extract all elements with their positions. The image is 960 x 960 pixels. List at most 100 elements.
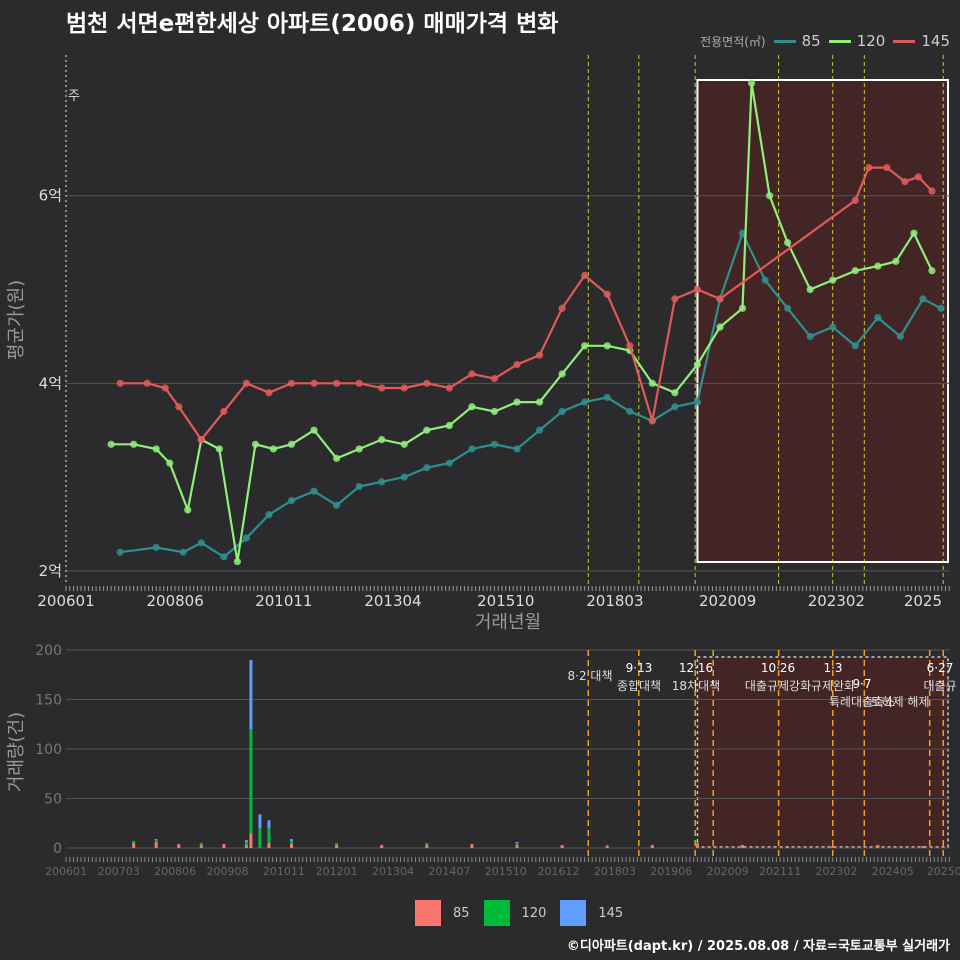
volume-bar-85 (560, 845, 564, 848)
upper-x-tick-label: 202009 (699, 592, 756, 610)
series-point-120 (166, 459, 174, 467)
series-point-120 (445, 421, 453, 430)
lower-x-tick-label: 200908 (206, 865, 248, 878)
series-point-120 (892, 257, 900, 265)
annotation-date-1: 9·13 (626, 661, 653, 675)
series-point-145 (175, 403, 183, 411)
volume-bar-85 (695, 844, 699, 848)
volume-bar-120 (605, 845, 609, 847)
annotation-label-5: 특례대출축소 (829, 695, 895, 709)
series-point-145 (378, 384, 386, 392)
lower-marks (132, 659, 925, 848)
volume-bar-120 (132, 841, 136, 844)
volume-bar-85 (831, 846, 835, 848)
series-point-85 (423, 464, 431, 472)
series-point-120 (378, 436, 386, 444)
series-point-145 (648, 417, 656, 425)
series-point-85 (626, 407, 634, 416)
annotation-label-7: 대출규 (923, 679, 956, 693)
series-point-85 (116, 548, 124, 556)
volume-bar-85 (222, 844, 226, 848)
upper-y-tick-label: 4억 (39, 374, 62, 392)
bottom-legend-swatch-85 (415, 900, 441, 926)
volume-bar-85 (921, 846, 925, 848)
annotation-label-1: 종합대책 (617, 678, 661, 693)
series-point-120 (851, 267, 859, 275)
volume-bar-85 (470, 844, 474, 848)
bottom-legend: 85 120 145 (415, 900, 623, 926)
lower-x-tick-label: 201510 (485, 865, 527, 878)
annotation-date-5: 9·7 (852, 677, 871, 691)
lower-x-tick-label: 200601 (45, 865, 87, 878)
legend-swatch-120 (828, 39, 851, 43)
upper-x-tick-label: 202302 (808, 592, 865, 610)
bottom-legend-swatch-145 (560, 900, 587, 926)
series-point-85 (197, 539, 205, 547)
series-point-120 (928, 267, 936, 275)
series-point-145 (143, 379, 151, 387)
series-point-145 (914, 173, 923, 181)
annotation-label-0: 8·2 대책 (568, 668, 613, 683)
legend-item-85: 85 (773, 32, 821, 50)
upper-corner-label: 주 (68, 89, 80, 104)
series-point-145 (423, 379, 431, 387)
series-point-120 (215, 445, 223, 453)
series-point-85 (671, 403, 679, 411)
series-point-145 (333, 379, 341, 387)
volume-bar-85 (290, 844, 294, 848)
series-point-120 (490, 407, 499, 416)
series-point-145 (220, 407, 228, 416)
bottom-legend-label-145: 145 (598, 905, 624, 921)
series-point-85 (355, 482, 363, 491)
series-point-120 (269, 445, 278, 453)
series-point-85 (490, 440, 499, 448)
volume-bar-120 (249, 729, 253, 834)
series-point-145 (161, 384, 169, 392)
series-point-120 (671, 389, 679, 397)
annotation-label-4: 규제완화 (811, 679, 855, 693)
volume-bar-85 (650, 845, 654, 848)
series-point-85 (242, 534, 251, 542)
upper-x-tick-label: 200806 (147, 592, 204, 610)
series-point-145 (355, 379, 363, 387)
highlight-region (696, 79, 950, 563)
series-point-145 (445, 384, 453, 392)
series-point-145 (626, 342, 634, 350)
series-point-85 (287, 496, 296, 505)
series-point-145 (581, 271, 589, 280)
legend-label-120: 120 (856, 32, 886, 50)
series-point-145 (716, 295, 724, 303)
series-point-85 (558, 407, 566, 416)
series-point-120 (333, 454, 341, 462)
volume-bar-85 (177, 844, 181, 848)
lower-highlight-region (696, 656, 949, 848)
series-point-145 (265, 389, 273, 397)
volume-bar-145 (515, 842, 519, 844)
lower-x-tick-label: 201803 (594, 865, 636, 878)
volume-bar-85 (786, 847, 790, 848)
volume-bar-120 (267, 828, 271, 844)
series-point-120 (130, 440, 138, 448)
series-point-85 (265, 511, 273, 519)
lower-x-tick-label: 201906 (650, 865, 692, 878)
series-point-145 (513, 360, 521, 369)
series-point-85 (179, 548, 187, 556)
upper-x-tick-label: 2025 (904, 592, 942, 610)
bottom-legend-item-145: 145 (560, 900, 623, 926)
series-point-120 (310, 426, 318, 434)
legend-item-120: 120 (828, 32, 886, 50)
series-point-120 (738, 304, 747, 312)
series-point-120 (747, 79, 756, 87)
volume-bar-120 (244, 842, 248, 846)
legend-title: 전용면적(㎡) (700, 34, 766, 49)
series-point-85 (693, 398, 702, 406)
volume-bar-85 (515, 845, 519, 848)
lower-y-tick-label: 150 (35, 693, 62, 709)
annotation-date-7: 6·27 (927, 661, 954, 675)
series-point-145 (490, 375, 499, 383)
upper-y-tick-label: 6억 (39, 187, 62, 205)
lower-x-tick-label: 201011 (263, 865, 305, 878)
series-point-120 (233, 557, 241, 566)
upper-x-tick-label: 201011 (255, 592, 312, 610)
volume-bar-120 (335, 843, 339, 846)
